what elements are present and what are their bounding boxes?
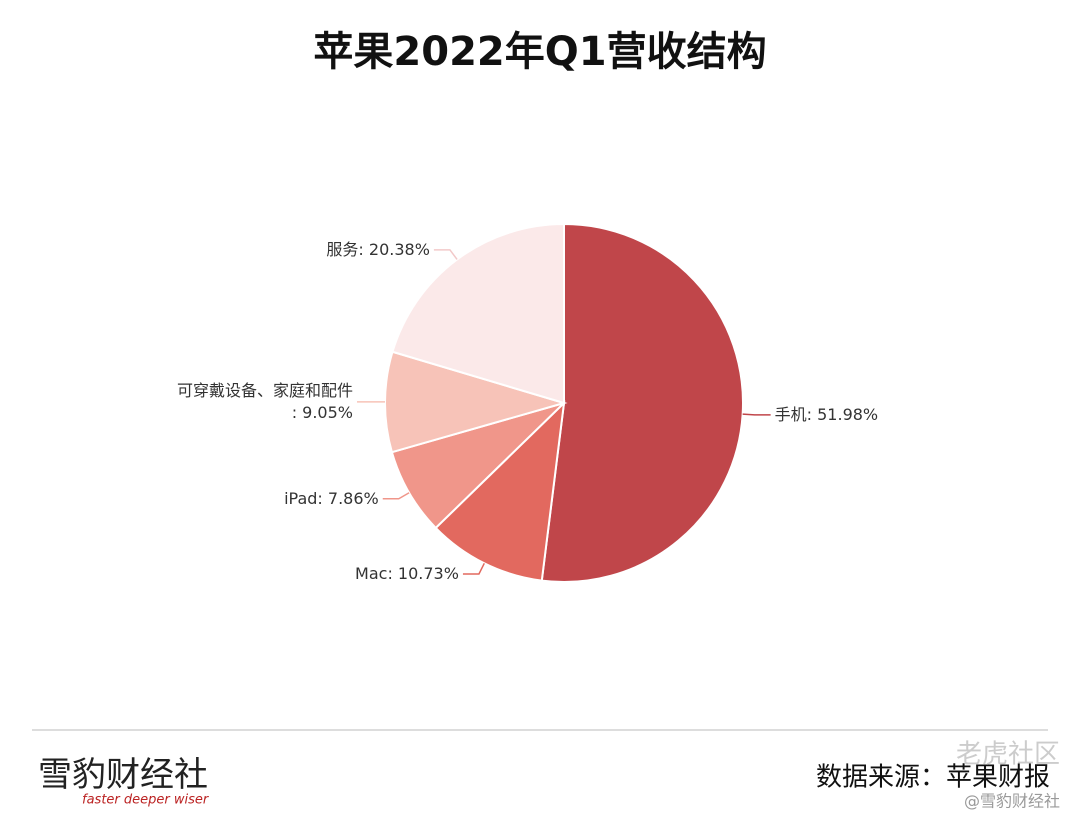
value-label: : 20.38%: [358, 239, 429, 258]
slice-category: iPad: [284, 488, 317, 507]
value-label: : 9.05%: [292, 402, 353, 421]
value-label: : 7.86%: [317, 488, 378, 507]
leader-line: [433, 249, 458, 260]
slice-category: 手机: [775, 404, 807, 423]
slice-category: 可穿戴设备、家庭和配件: [177, 380, 353, 399]
watermark: 老虎社区: [956, 740, 1060, 770]
slice-label: iPad: 7.86%: [284, 488, 379, 507]
slice-category: Mac: [355, 564, 387, 583]
leader-line: [742, 413, 771, 416]
slice-label: Mac: 10.73%: [355, 564, 459, 583]
pie-slice: [540, 222, 744, 583]
value-label: : 10.73%: [387, 564, 458, 583]
slice-label: : 9.05%: [292, 402, 353, 421]
slogan: faster deeper wiser: [82, 793, 210, 808]
slice-label: 可穿戴设备、家庭和配件: [177, 380, 353, 399]
pie-slice: [434, 400, 566, 582]
source: 数据来源：苹果财报: [816, 763, 1050, 793]
pie-slice: [391, 222, 565, 405]
leader-line: [462, 562, 485, 575]
slice-category: 服务: [326, 239, 358, 258]
slice-label: 手机: 51.98%: [775, 404, 879, 423]
slice-label: 服务: 20.38%: [326, 239, 430, 258]
leader-line: [382, 492, 410, 500]
handle: @雪豹财经社: [964, 792, 1060, 811]
chart-title: 苹果2022年Q1营收结构: [313, 29, 766, 75]
brand: 雪豹财经社: [38, 756, 208, 794]
value-label: : 51.98%: [807, 404, 878, 423]
